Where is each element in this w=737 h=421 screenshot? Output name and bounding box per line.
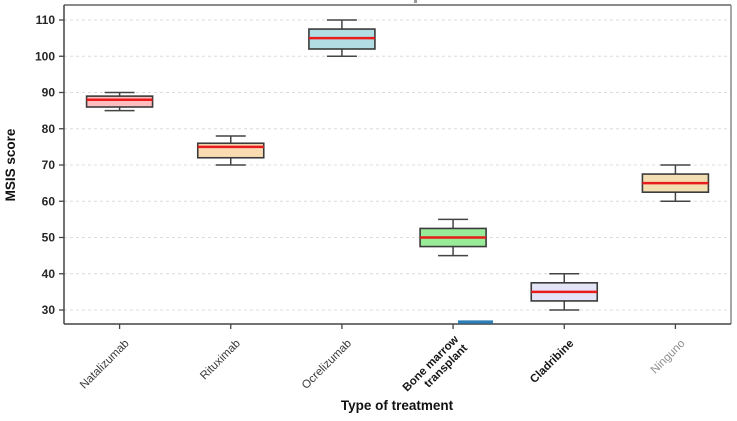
title-remnant-dot	[414, 0, 417, 3]
y-axis-title: MSIS score	[3, 128, 18, 201]
box-rituximab	[196, 142, 265, 159]
plot-area: 30 40 50 60 70 80 90 100 110 Natalizumab Rituximab…	[35, 0, 732, 403]
x-axis-title: Type of treatment	[341, 398, 454, 413]
y-tick-label-110: 110	[36, 13, 56, 27]
x-label-cladribine: Cladribine	[528, 338, 576, 386]
y-tick-label-100: 100	[35, 49, 55, 63]
box-natalizumab	[85, 95, 154, 108]
x-label-ocrelizumab: Ocrelizumab	[300, 338, 354, 392]
y-tick-label-70: 70	[42, 158, 56, 172]
x-label-ninguno: Ninguno	[649, 338, 688, 377]
y-tick-label-30: 30	[42, 303, 56, 317]
y-tick-label-80: 80	[42, 122, 56, 136]
x-label-bone-marrow-transplant: Bone marrowtransplant	[401, 334, 470, 403]
x-label-natalizumab: Natalizumab	[78, 338, 132, 392]
y-tick-label-60: 60	[42, 194, 56, 208]
x-label-rituximab: Rituximab	[198, 338, 243, 383]
y-tick-label-50: 50	[42, 231, 56, 245]
y-tick-label-40: 40	[42, 267, 56, 281]
y-tick-label-90: 90	[42, 86, 56, 100]
